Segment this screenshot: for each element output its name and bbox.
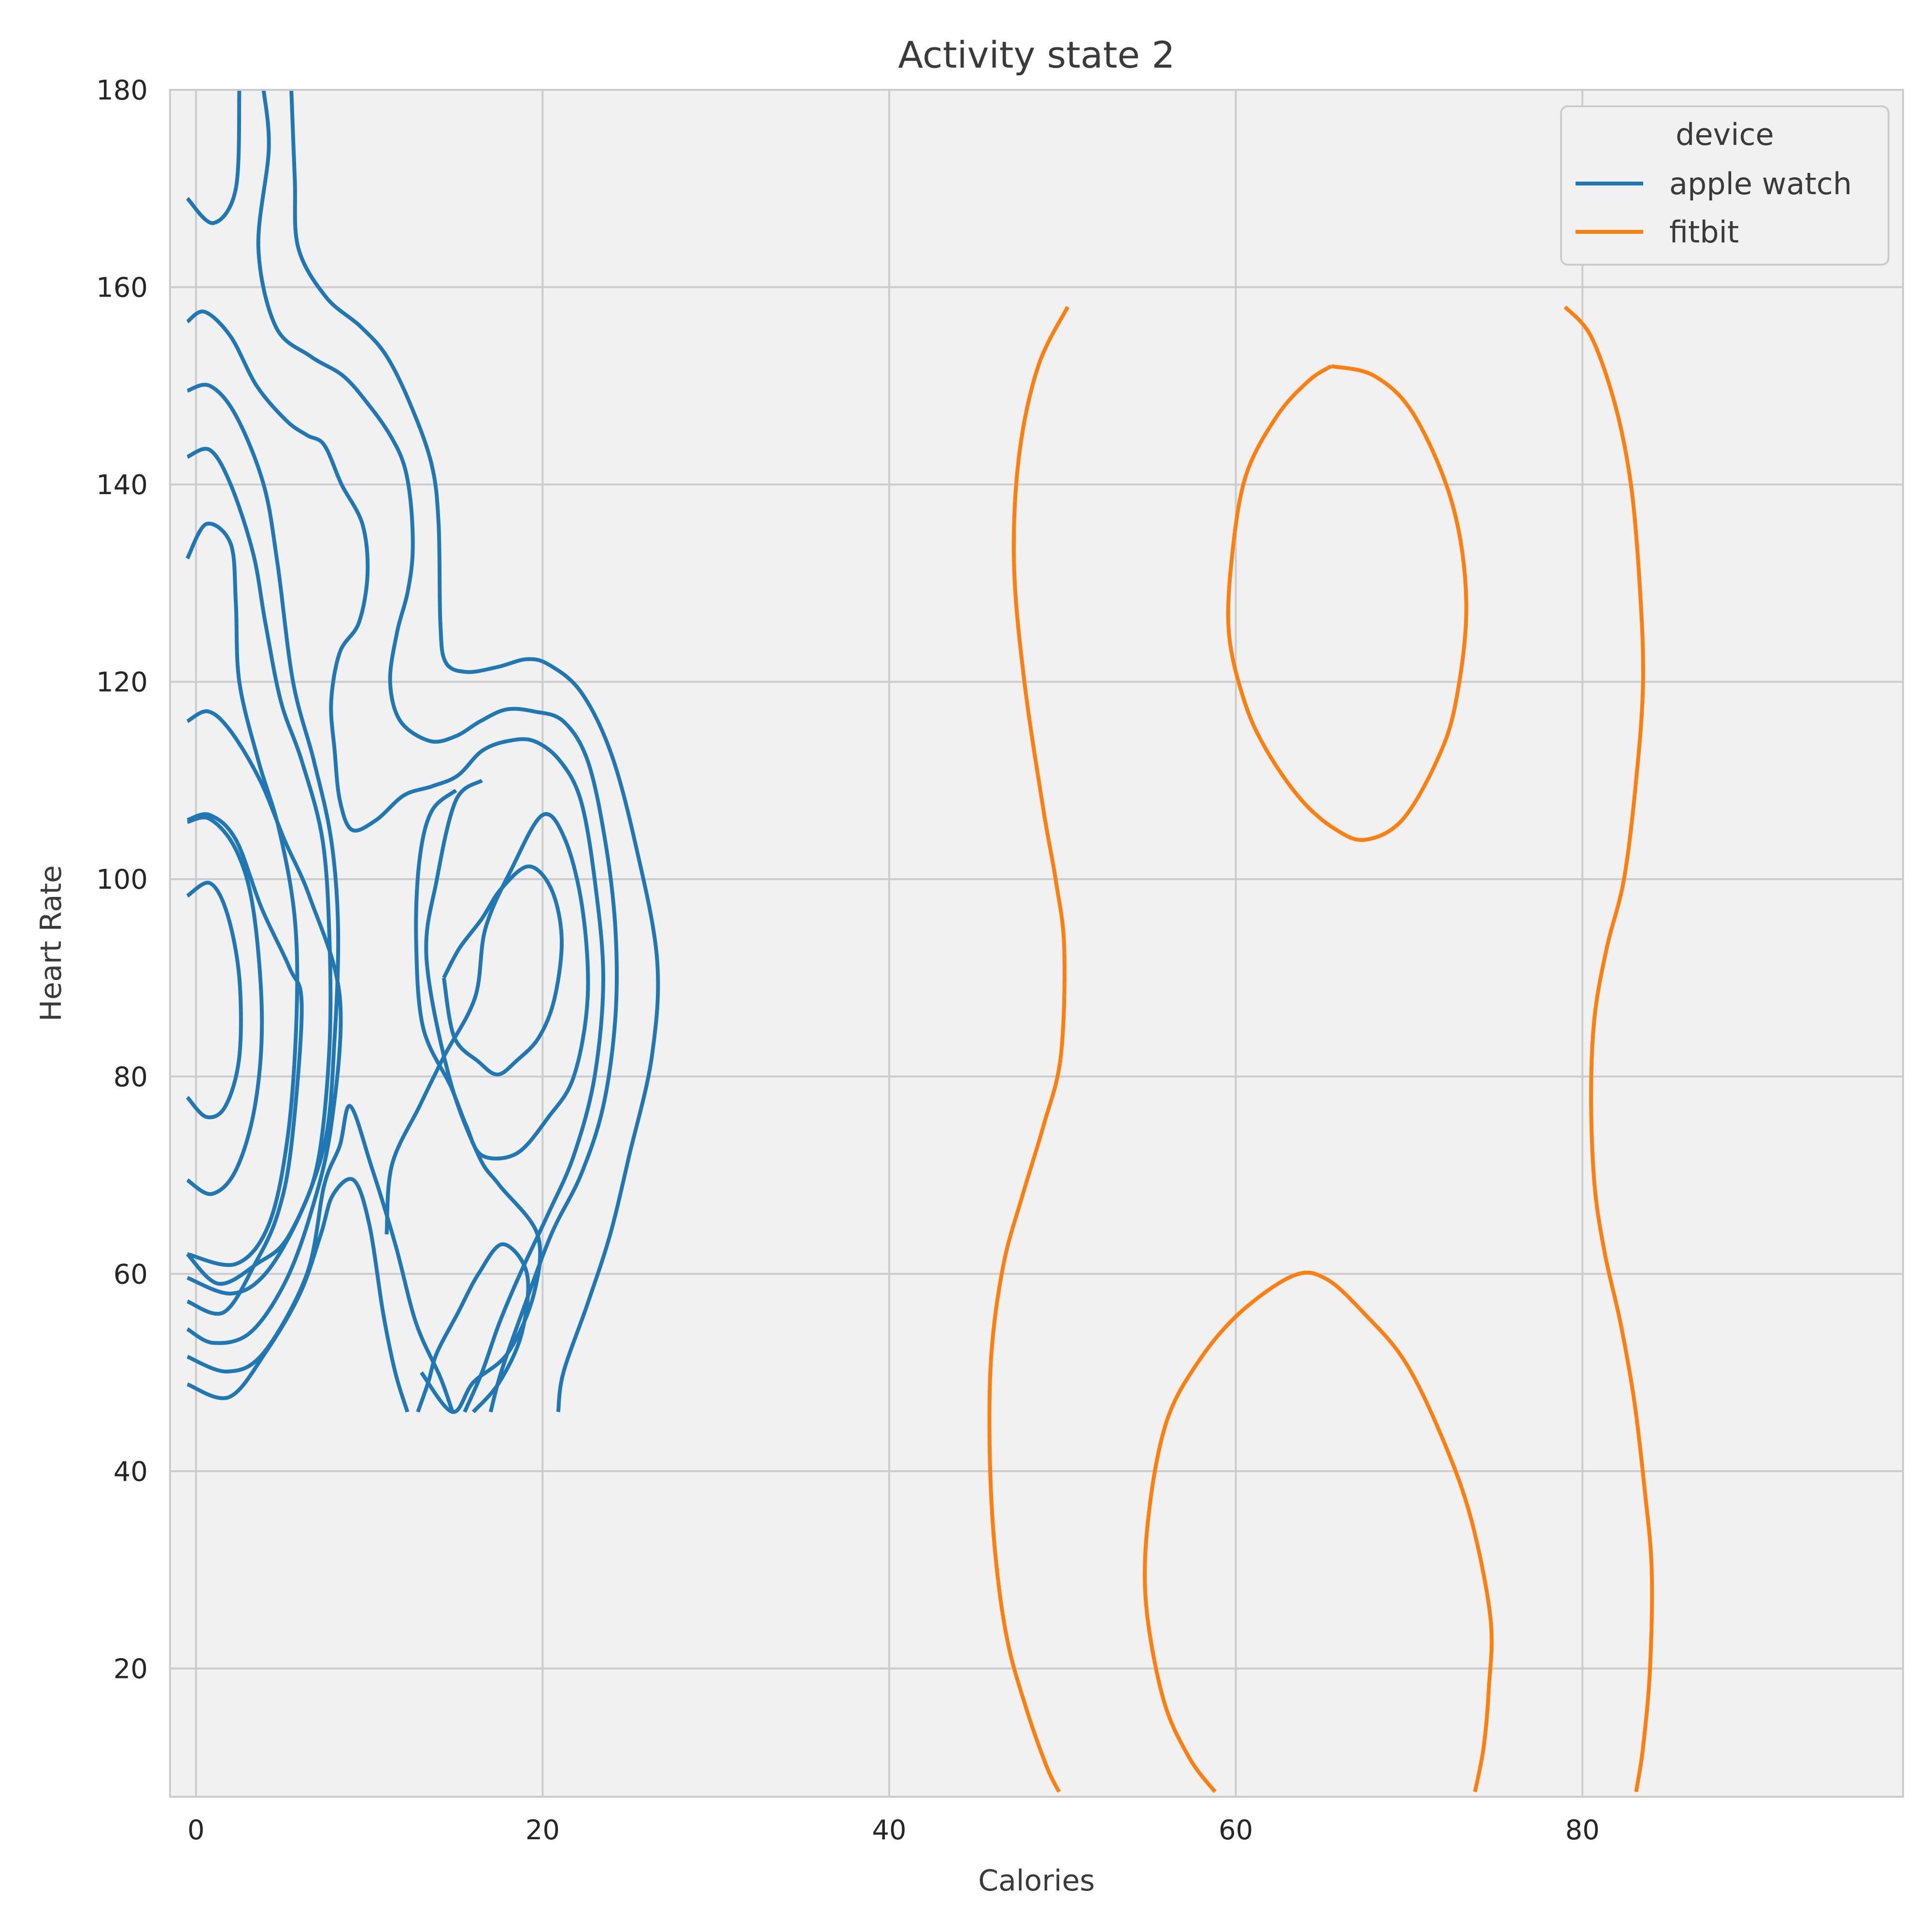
contour-line-apple-watch <box>186 1177 410 1413</box>
y-tick-label: 80 <box>114 1062 148 1093</box>
x-tick-label: 80 <box>1565 1815 1600 1846</box>
contour-line-fitbit <box>1226 364 1468 842</box>
contour-line-apple-watch <box>186 709 343 1345</box>
y-tick-label: 40 <box>114 1456 148 1488</box>
y-tick-label: 140 <box>96 469 148 501</box>
legend-frame <box>1560 105 1889 266</box>
legend: device apple watch fitbit <box>1560 105 1889 266</box>
contour-line-apple-watch <box>441 864 564 1077</box>
contour-line-apple-watch <box>185 383 341 1286</box>
contour-line-apple-watch <box>185 881 243 1120</box>
contour-line-apple-watch <box>186 812 304 1316</box>
contour-line-apple-watch <box>384 789 590 1235</box>
contour-line-apple-watch <box>185 89 242 225</box>
contour-line-apple-watch <box>420 779 542 1414</box>
contour-line-apple-watch <box>186 309 605 1413</box>
contour-layer <box>185 89 1654 1793</box>
x-tick-label: 40 <box>872 1815 906 1846</box>
x-tick-label: 60 <box>1219 1815 1253 1846</box>
plot-frame <box>169 89 1904 1798</box>
contour-line-apple-watch <box>289 89 660 1412</box>
tick-labels: 0 20 40 60 80 20 40 60 80 100 120 140 160 180 <box>96 75 1600 1846</box>
legend-label-apple-watch: apple watch <box>1669 166 1852 201</box>
series-fitbit <box>987 305 1654 1793</box>
contour-line-fitbit <box>1143 1270 1494 1793</box>
legend-label-fitbit: fitbit <box>1669 214 1739 250</box>
contour-line-apple-watch <box>416 1242 530 1414</box>
x-tick-label: 0 <box>187 1815 205 1846</box>
y-tick-label: 20 <box>114 1653 148 1685</box>
x-tick-label: 20 <box>526 1815 560 1846</box>
y-tick-label: 100 <box>96 864 148 895</box>
y-tick-label: 160 <box>96 272 148 304</box>
y-tick-label: 120 <box>96 667 148 698</box>
contour-line-apple-watch <box>186 1104 455 1413</box>
x-axis-label: Calories <box>978 1864 1095 1898</box>
series-apple-watch <box>185 89 660 1414</box>
contour-line-fitbit <box>1563 305 1654 1792</box>
plot-area <box>170 90 1903 1797</box>
contour-line-apple-watch <box>186 815 264 1196</box>
contour-line-apple-watch <box>185 521 299 1267</box>
y-tick-label: 180 <box>96 75 148 106</box>
y-tick-label: 60 <box>114 1259 148 1290</box>
legend-title: device <box>1676 117 1774 152</box>
chart-title: Activity state 2 <box>898 33 1175 76</box>
contour-line-apple-watch <box>256 89 619 1413</box>
y-axis-label: Heart Rate <box>34 865 68 1022</box>
contour-line-fitbit <box>987 306 1070 1793</box>
